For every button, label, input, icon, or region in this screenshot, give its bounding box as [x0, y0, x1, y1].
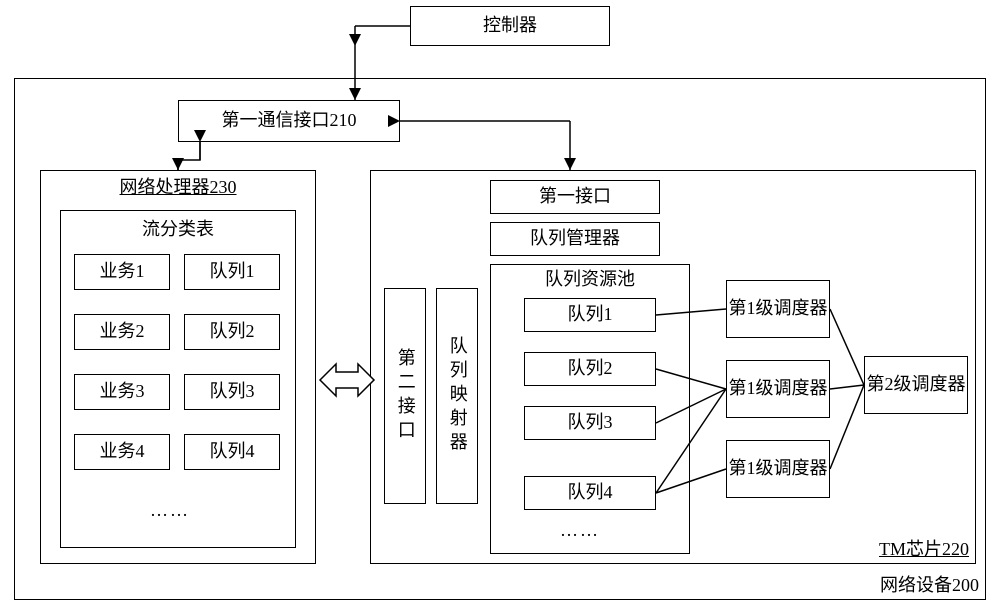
tm-if2-box: 第二接口 [384, 288, 426, 504]
pool-q4: 队列4 [524, 476, 656, 510]
pool-q3-label: 队列3 [568, 412, 613, 434]
tm-chip-label: TM芯片220 [879, 539, 969, 561]
sched1-b-label: 第1级调度器 [729, 378, 828, 400]
svc-1: 业务1 [74, 254, 170, 290]
queue-pool-title: 队列资源池 [545, 269, 635, 289]
svc-2-label: 业务2 [100, 321, 145, 343]
tm-qmgr-box: 队列管理器 [490, 222, 660, 256]
svc-4: 业务4 [74, 434, 170, 470]
sched1-a: 第1级调度器 [726, 280, 830, 338]
tm-if1-label: 第一接口 [539, 186, 611, 208]
svc-3: 业务3 [74, 374, 170, 410]
q-1-label: 队列1 [210, 261, 255, 283]
pool-q4-label: 队列4 [568, 482, 613, 504]
comm-interface-box: 第一通信接口210 [178, 100, 400, 142]
tm-if2-label: 第二接口 [394, 348, 416, 444]
sched1-c: 第1级调度器 [726, 440, 830, 498]
q-3-label: 队列3 [210, 381, 255, 403]
controller-box: 控制器 [410, 6, 610, 46]
tm-qmap-label: 队列映射器 [446, 336, 468, 456]
q-4: 队列4 [184, 434, 280, 470]
pool-q1-label: 队列1 [568, 304, 613, 326]
q-4-label: 队列4 [210, 441, 255, 463]
svc-1-label: 业务1 [100, 261, 145, 283]
pool-q2: 队列2 [524, 352, 656, 386]
tm-qmgr-label: 队列管理器 [530, 228, 620, 250]
q-2: 队列2 [184, 314, 280, 350]
pool-q1: 队列1 [524, 298, 656, 332]
np-title: 网络处理器230 [120, 177, 237, 197]
svc-4-label: 业务4 [100, 441, 145, 463]
sched2-label: 第2级调度器 [867, 374, 966, 396]
sched1-b: 第1级调度器 [726, 360, 830, 418]
controller-label: 控制器 [483, 15, 537, 37]
sched2: 第2级调度器 [864, 356, 968, 414]
svc-2: 业务2 [74, 314, 170, 350]
pool-q3: 队列3 [524, 406, 656, 440]
svc-3-label: 业务3 [100, 381, 145, 403]
np-ellipsis: …… [150, 500, 190, 521]
sched1-a-label: 第1级调度器 [729, 298, 828, 320]
q-3: 队列3 [184, 374, 280, 410]
flow-table-title: 流分类表 [142, 219, 214, 239]
sched1-c-label: 第1级调度器 [729, 458, 828, 480]
q-1: 队列1 [184, 254, 280, 290]
pool-q2-label: 队列2 [568, 358, 613, 380]
network-device-label: 网络设备200 [880, 575, 979, 597]
tm-qmap-box: 队列映射器 [436, 288, 478, 504]
q-2-label: 队列2 [210, 321, 255, 343]
tm-if1-box: 第一接口 [490, 180, 660, 214]
pool-ellipsis: …… [560, 520, 600, 541]
comm-interface-label: 第一通信接口210 [222, 110, 357, 132]
